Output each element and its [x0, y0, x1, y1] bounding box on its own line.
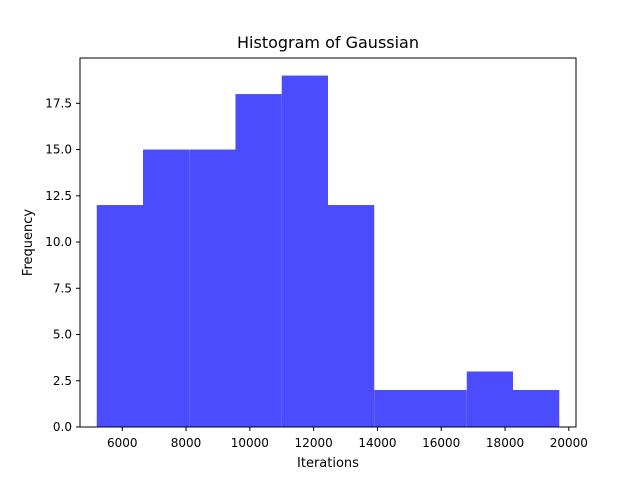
x-tick-label: 8000 [171, 436, 202, 450]
y-tick-label: 7.5 [53, 281, 72, 295]
x-tick-label: 6000 [107, 436, 138, 450]
y-axis-ticks: 0.0 2.5 5.0 7.5 10.0 12.5 15.0 17.5 [45, 96, 80, 434]
histogram-bar [374, 390, 421, 427]
histogram-bar [513, 390, 560, 427]
histogram-bar [235, 94, 282, 427]
histogram-bar [466, 371, 514, 427]
histogram-bar [189, 149, 236, 427]
x-tick-label: 12000 [295, 436, 333, 450]
x-tick-label: 16000 [422, 436, 460, 450]
y-tick-label: 2.5 [53, 374, 72, 388]
x-tick-label: 10000 [231, 436, 269, 450]
x-axis-ticks: 6000 8000 10000 12000 14000 16000 18000 20000 [107, 427, 588, 450]
chart-title: Histogram of Gaussian [237, 33, 419, 52]
x-axis-label: Iterations [297, 456, 359, 471]
x-tick-label: 14000 [358, 436, 396, 450]
y-tick-label: 10.0 [45, 235, 72, 249]
y-axis-label: Frequency [21, 209, 36, 276]
x-tick-label: 20000 [550, 436, 588, 450]
y-tick-label: 5.0 [53, 328, 72, 342]
y-tick-label: 17.5 [45, 96, 72, 110]
y-tick-label: 12.5 [45, 189, 72, 203]
histogram-bars [96, 75, 560, 428]
histogram-bar [96, 205, 143, 427]
x-tick-label: 18000 [486, 436, 524, 450]
histogram-bar [420, 390, 467, 427]
histogram-bar [281, 75, 328, 428]
histogram-bar [328, 205, 375, 427]
histogram-bar [142, 149, 190, 427]
y-tick-label: 15.0 [45, 143, 72, 157]
y-tick-label: 0.0 [53, 420, 72, 434]
